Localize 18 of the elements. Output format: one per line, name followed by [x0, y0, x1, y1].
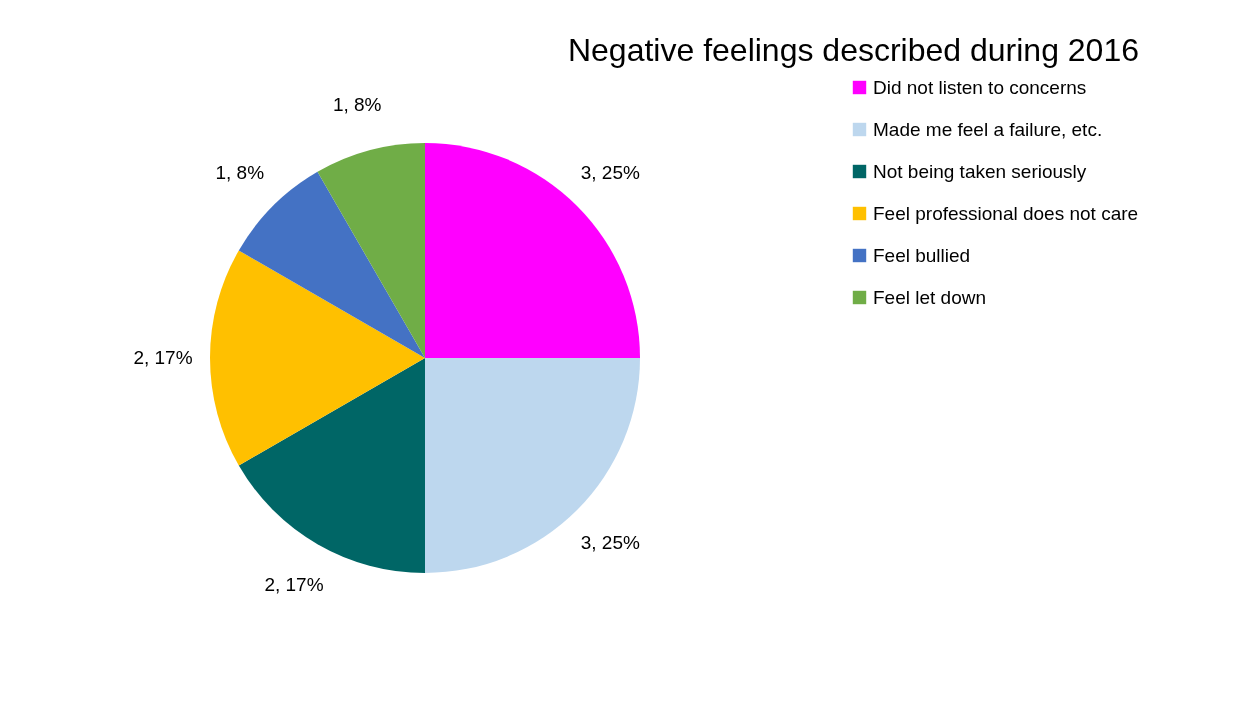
data-label: 1, 8%: [215, 161, 265, 183]
data-label: 3, 25%: [580, 532, 640, 554]
chart-title: Negative feelings described during 2016: [567, 32, 1139, 68]
pie-slice: [238, 358, 425, 573]
legend-label: Not being taken seriously: [873, 160, 1087, 182]
data-label: 3, 25%: [580, 161, 640, 183]
legend-label: Feel professional does not care: [873, 202, 1139, 224]
legend-label: Feel bullied: [873, 244, 971, 266]
legend-label: Made me feel a failure, etc.: [873, 118, 1103, 140]
pie-slice: [425, 358, 640, 573]
data-label: 2, 17%: [133, 347, 193, 368]
pie-slice: [317, 143, 425, 358]
data-label: 1, 8%: [332, 93, 382, 115]
data-label: 2, 17%: [264, 573, 324, 595]
pie-slice: [210, 250, 425, 466]
legend-label: Feel let down: [873, 286, 987, 308]
pie-slice: [425, 143, 640, 358]
legend-label: Did not listen to concerns: [873, 76, 1087, 98]
